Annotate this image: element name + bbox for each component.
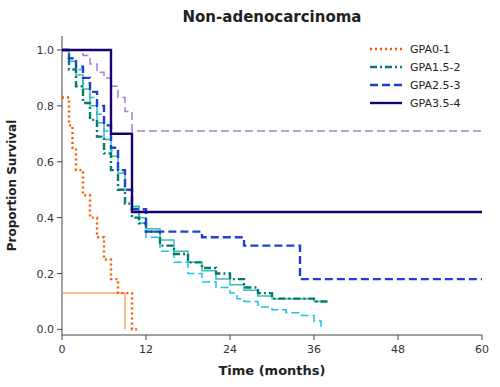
legend-label: GPA1.5-2 <box>410 61 460 74</box>
y-axis-line <box>62 36 63 335</box>
legend-swatch <box>370 48 402 50</box>
y-tick-label: 1.0 <box>37 44 55 57</box>
y-tick-label: 0.8 <box>37 100 55 113</box>
legend-swatch <box>370 102 402 104</box>
y-tick <box>57 49 62 50</box>
x-tick-label: 12 <box>139 343 153 356</box>
extra-curve <box>62 293 125 329</box>
x-tick-label: 60 <box>475 343 489 356</box>
survival-curve <box>62 50 328 301</box>
x-tick-label: 36 <box>307 343 321 356</box>
y-tick-label: 0.6 <box>37 156 55 169</box>
survival-curve <box>62 50 482 212</box>
legend-swatch <box>370 84 402 86</box>
x-axis-line <box>62 335 482 336</box>
x-tick <box>482 335 483 340</box>
legend: GPA0-1 GPA1.5-2 GPA2.5-3 GPA3.5-4 <box>370 43 460 110</box>
title: Non-adenocarcinoma <box>183 8 362 26</box>
x-tick <box>314 335 315 340</box>
survival-curve <box>62 97 139 329</box>
y-tick <box>57 329 62 330</box>
extra-curve <box>62 50 482 131</box>
extra-curve <box>62 50 321 329</box>
x-tick-label: 24 <box>223 343 237 356</box>
y-tick <box>57 161 62 162</box>
x-tick <box>230 335 231 340</box>
y-tick-label: 0.2 <box>37 268 55 281</box>
x-tick-label: 0 <box>59 343 66 356</box>
x-tick-label: 48 <box>391 343 405 356</box>
legend-label: GPA2.5-3 <box>410 79 460 92</box>
y-tick-label: 0.4 <box>37 212 55 225</box>
survival-curve <box>62 50 482 279</box>
chart: Non-adenocarcinoma 0.0 0.2 0.4 0.6 0.8 1.0 0 12 2… <box>0 0 500 387</box>
y-tick <box>57 217 62 218</box>
y-axis-label: Proportion Survival <box>5 120 19 252</box>
legend-label: GPA3.5-4 <box>410 97 460 110</box>
x-tick <box>62 335 63 340</box>
legend-label: GPA0-1 <box>410 43 450 56</box>
extra-curve <box>62 50 321 301</box>
x-tick <box>146 335 147 340</box>
y-tick-label: 0.0 <box>37 323 55 336</box>
x-axis-label: Time (months) <box>218 363 325 378</box>
y-tick <box>57 273 62 274</box>
x-tick <box>398 335 399 340</box>
legend-swatch <box>370 66 402 68</box>
plot-area <box>62 50 482 329</box>
y-tick <box>57 105 62 106</box>
